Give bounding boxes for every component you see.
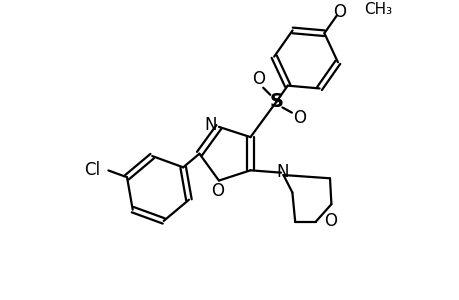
Text: O: O xyxy=(324,212,337,230)
Text: O: O xyxy=(333,3,346,21)
Text: CH₃: CH₃ xyxy=(363,2,391,17)
Text: N: N xyxy=(204,116,216,134)
Text: S: S xyxy=(269,92,283,111)
Text: O: O xyxy=(293,109,306,127)
Text: O: O xyxy=(252,70,264,88)
Text: Cl: Cl xyxy=(84,161,100,179)
Text: O: O xyxy=(211,182,224,200)
Text: N: N xyxy=(276,163,289,181)
